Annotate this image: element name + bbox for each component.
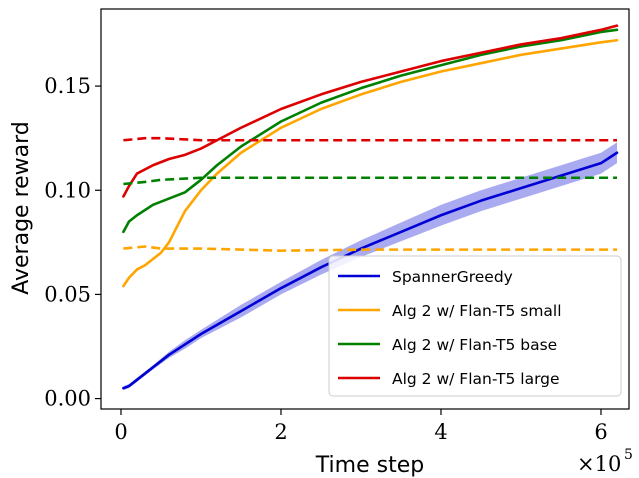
- series-line-spannergreedy: [122, 151, 619, 390]
- x-axis-label: Time step: [315, 453, 424, 478]
- legend: SpannerGreedy Alg 2 w/ Flan-T5 small Alg 2…: [328, 255, 622, 397]
- series-line-flan-t5-large-dashed: [123, 136, 617, 142]
- x-tick-label: 0: [114, 420, 127, 444]
- series-layer: [122, 24, 619, 391]
- y-tick-label: 0.10: [44, 178, 91, 202]
- x-tick-label: 2: [274, 420, 287, 444]
- legend-entries: SpannerGreedy Alg 2 w/ Flan-T5 small Alg 2…: [338, 268, 562, 388]
- series-line-flan-t5-base-dashed: [123, 176, 617, 186]
- series-line-flan-t5-small-dashed: [123, 245, 617, 252]
- x-multiplier-exponent: 5: [624, 447, 633, 463]
- legend-label: Alg 2 w/ Flan-T5 small: [392, 302, 562, 320]
- legend-label: Alg 2 w/ Flan-T5 base: [392, 336, 557, 354]
- plot-frame: [100, 8, 630, 410]
- x-axis-ticks: 0 2 4 6: [114, 409, 608, 444]
- series-line-alg-2-w-flan-t5-large: [122, 24, 619, 198]
- x-multiplier: ×10 5: [577, 447, 633, 476]
- legend-box: [328, 255, 622, 397]
- legend-label: Alg 2 w/ Flan-T5 large: [392, 370, 560, 388]
- y-axis-label: Average reward: [9, 121, 34, 295]
- x-tick-label: 6: [594, 420, 607, 444]
- y-tick-label: 0.15: [44, 74, 91, 98]
- x-tick-label: 4: [434, 420, 447, 444]
- y-tick-label: 0.05: [44, 282, 91, 306]
- series-line-alg-2-w-flan-t5-base: [122, 28, 619, 234]
- legend-label: SpannerGreedy: [392, 268, 513, 286]
- y-axis-ticks: 0.00 0.05 0.10 0.15: [44, 74, 101, 411]
- x-multiplier-base: ×10: [577, 452, 621, 476]
- series-band-spannergreedy: [123, 142, 618, 391]
- y-tick-label: 0.00: [44, 387, 91, 411]
- series-line-alg-2-w-flan-t5-small: [122, 38, 619, 288]
